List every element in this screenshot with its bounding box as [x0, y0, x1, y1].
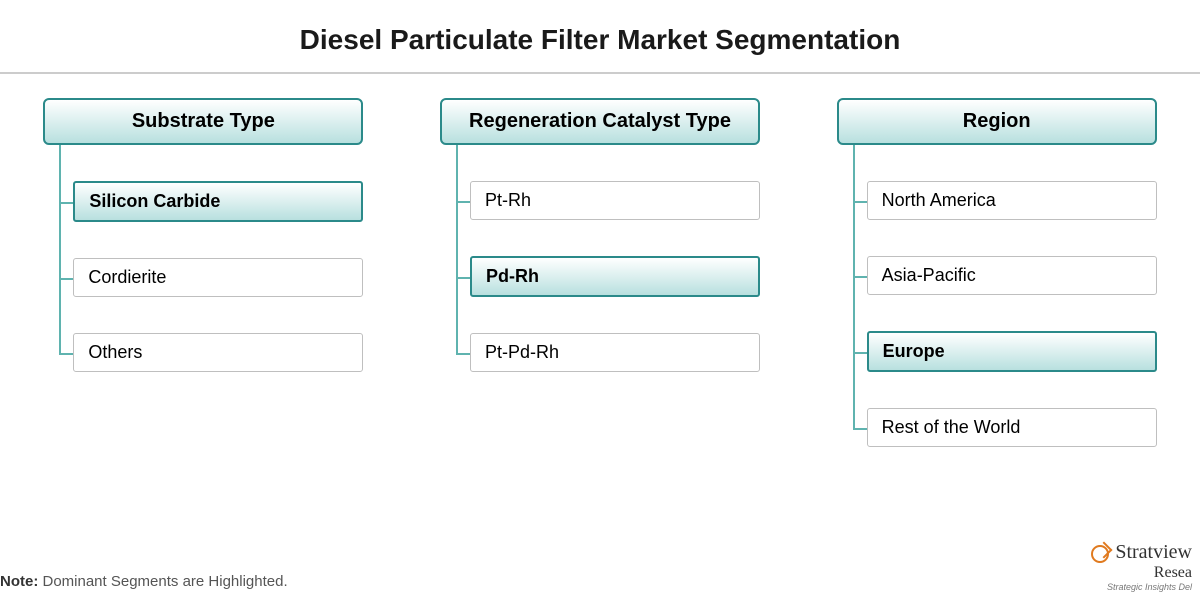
segment-item-box: Others — [73, 333, 363, 372]
segment-item: Pt-Pd-Rh — [470, 333, 760, 372]
segment-item: Pd-Rh — [470, 256, 760, 297]
tree-connector — [59, 202, 73, 204]
segment-column: Substrate Type Silicon Carbide Cordierite O… — [20, 98, 387, 447]
segment-item: Others — [73, 333, 363, 372]
tree-connector — [853, 276, 867, 278]
segment-header: Regeneration Catalyst Type — [440, 98, 760, 145]
brand-logo: Stratview Resea Strategic Insights Del — [1091, 541, 1192, 592]
segment-item-dominant: Pd-Rh — [470, 256, 760, 297]
segment-column: Regeneration Catalyst Type Pt-Rh Pd-Rh Pt-P… — [417, 98, 784, 447]
segment-item: Pt-Rh — [470, 181, 760, 220]
footnote-text: Dominant Segments are Highlighted. — [38, 573, 287, 590]
tree-connector — [59, 278, 73, 280]
tree-connector — [456, 353, 470, 355]
tree-stem — [456, 145, 458, 353]
segment-item-dominant: Europe — [867, 331, 1157, 372]
brand-tagline: Strategic Insights Del — [1091, 582, 1192, 592]
segment-item: Silicon Carbide — [73, 181, 363, 222]
tree-connector — [853, 352, 867, 354]
segment-item-box: Pt-Pd-Rh — [470, 333, 760, 372]
segment-item-box: Asia-Pacific — [867, 256, 1157, 295]
segment-item: Rest of the World — [867, 408, 1157, 447]
brand-globe-icon — [1091, 545, 1109, 563]
segment-item: North America — [867, 181, 1157, 220]
segment-column: Region North America Asia-Pacific Europe Res… — [813, 98, 1180, 447]
columns-container: Substrate Type Silicon Carbide Cordierite O… — [0, 74, 1200, 447]
segment-tree: North America Asia-Pacific Europe Rest of t… — [837, 145, 1157, 447]
segment-item-box: North America — [867, 181, 1157, 220]
footnote: Note: Dominant Segments are Highlighted. — [0, 573, 288, 590]
segment-item-box: Rest of the World — [867, 408, 1157, 447]
footnote-label: Note: — [0, 573, 38, 590]
segment-header: Substrate Type — [43, 98, 363, 145]
tree-connector — [59, 353, 73, 355]
tree-connector — [456, 201, 470, 203]
segment-item-box: Pt-Rh — [470, 181, 760, 220]
brand-suffix: Resea — [1091, 564, 1192, 582]
segment-header: Region — [837, 98, 1157, 145]
segment-item: Asia-Pacific — [867, 256, 1157, 295]
segment-item: Cordierite — [73, 258, 363, 297]
tree-stem — [853, 145, 855, 429]
tree-stem — [59, 145, 61, 353]
tree-connector — [456, 277, 470, 279]
segment-item-box: Cordierite — [73, 258, 363, 297]
tree-connector — [853, 201, 867, 203]
segment-item: Europe — [867, 331, 1157, 372]
page-title: Diesel Particulate Filter Market Segment… — [0, 0, 1200, 72]
segment-tree: Silicon Carbide Cordierite Others — [43, 145, 363, 372]
brand-name: Stratview — [1115, 541, 1192, 563]
segment-tree: Pt-Rh Pd-Rh Pt-Pd-Rh — [440, 145, 760, 372]
segment-item-dominant: Silicon Carbide — [73, 181, 363, 222]
tree-connector — [853, 428, 867, 430]
